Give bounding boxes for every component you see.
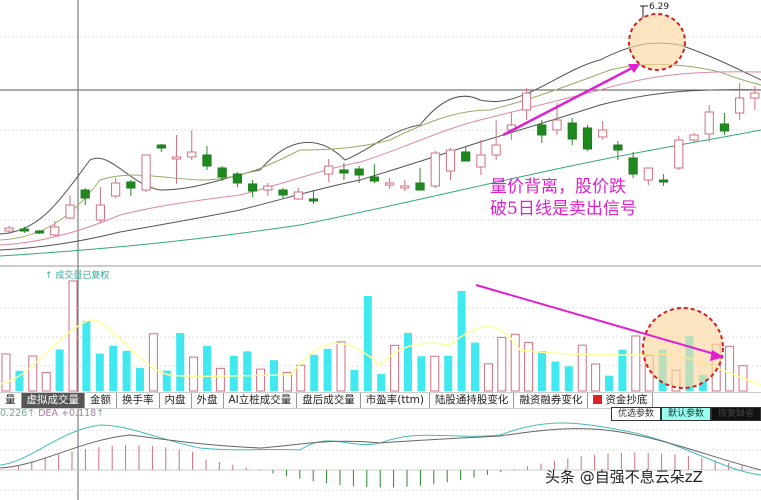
tab-ai-volume[interactable]: AI立桩成交量	[224, 393, 298, 408]
tab-margin[interactable]: 融资融券变化	[514, 393, 589, 408]
indicator-tabbar: 量 虚拟成交量 金额 换手率 内盘 外盘 AI立桩成交量 盘后成交量 市盈率(t…	[0, 392, 761, 409]
candlesticks	[4, 83, 760, 236]
tab-amount[interactable]: 金额	[85, 393, 117, 408]
tab-volume[interactable]: 量	[0, 393, 22, 408]
tab-inner[interactable]: 内盘	[160, 393, 192, 408]
annotation-line-1: 量价背离，股价跌	[490, 177, 626, 197]
tab-virtual-volume[interactable]: 虚拟成交量	[21, 393, 85, 408]
macd-histogram	[17, 445, 743, 488]
annotation-text: 量价背离，股价跌 破5日线是卖出信号	[490, 176, 637, 220]
highlight-circle-price	[628, 13, 686, 71]
annotation-line-2: 破5日线是卖出信号	[490, 199, 637, 219]
tab-outer[interactable]: 外盘	[192, 393, 224, 408]
tab-hk-connect[interactable]: 陆股通持股变化	[430, 393, 515, 408]
highlight-circle-volume	[642, 307, 724, 389]
macd-dif-line	[0, 422, 761, 476]
macd-values: 0.226↑ DEA +0.118↑	[0, 408, 105, 419]
macd-dif-value: 0.226	[0, 408, 28, 419]
restore-params-button[interactable]: 恢复缺省	[710, 407, 761, 421]
downtrend-arrow	[475, 284, 724, 361]
capital-icon	[593, 395, 603, 404]
volume-label: ↑ 成交量已复权	[45, 271, 110, 281]
ma-lines	[0, 42, 761, 257]
uptrend-arrow	[502, 64, 640, 137]
max-price-label: 6.29	[649, 2, 670, 12]
macd-dea-line	[0, 428, 761, 471]
volume-label-text: 成交量已复权	[55, 271, 110, 281]
default-params-button[interactable]: 默认参数	[660, 407, 711, 421]
volume-ma-line	[0, 319, 761, 386]
tab-capital-bottom-label: 资金抄底	[605, 394, 648, 406]
watermark: 头条 @自强不息云朵zZ	[545, 468, 703, 486]
volume-bars	[1, 280, 748, 392]
optimize-params-button[interactable]: 优选参数	[610, 407, 661, 421]
tab-capital-bottom[interactable]: 资金抄底	[588, 393, 654, 408]
macd-dea-label: DEA	[38, 408, 59, 419]
param-buttons: 优选参数 默认参数 恢复缺省	[610, 407, 761, 421]
macd-dea-value: +0.118	[61, 408, 97, 419]
tab-pe-ttm[interactable]: 市盈率(ttm)	[361, 393, 430, 408]
price-grid	[0, 36, 761, 221]
tab-turnover[interactable]: 换手率	[117, 393, 160, 408]
tab-after-hours[interactable]: 盘后成交量	[297, 393, 361, 408]
